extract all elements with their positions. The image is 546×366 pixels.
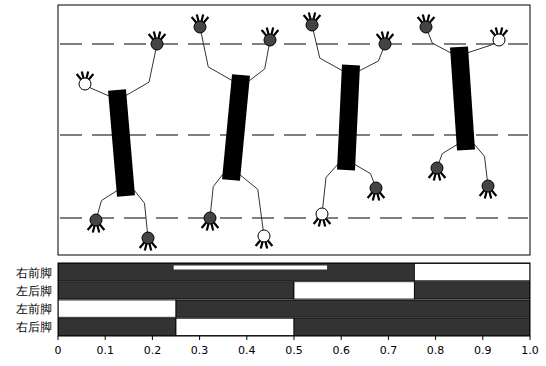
gait-segment <box>294 282 414 299</box>
leg <box>249 40 270 81</box>
foot-down <box>142 232 154 244</box>
gait-stripe <box>174 266 327 270</box>
foot-up <box>79 78 91 90</box>
x-tick <box>341 336 342 340</box>
leg <box>239 174 264 236</box>
gait-segment <box>176 300 530 317</box>
row-label: 左后脚 <box>16 284 52 298</box>
x-tick <box>199 336 200 340</box>
foot-down <box>420 21 432 33</box>
x-tick-label: 0.3 <box>191 344 209 357</box>
x-tick <box>294 336 295 340</box>
row-label: 右后脚 <box>16 320 52 334</box>
leg <box>200 27 233 81</box>
animal-figure <box>192 14 279 248</box>
leg <box>322 164 338 214</box>
x-tick <box>388 336 389 340</box>
leg <box>474 144 488 186</box>
foot-down <box>90 214 102 226</box>
row-label: 右前脚 <box>16 266 52 280</box>
x-tick-label: 0.7 <box>380 344 398 357</box>
dashed-guide <box>60 43 528 44</box>
gait-illustration <box>58 5 530 255</box>
x-tick <box>530 336 531 340</box>
x-tick <box>435 336 436 340</box>
animal-figure <box>304 12 394 226</box>
x-tick-label: 0.9 <box>474 344 492 357</box>
x-tick-label: 0.2 <box>144 344 162 357</box>
foot-down <box>306 19 318 31</box>
foot-up <box>316 208 328 220</box>
gait-segment <box>58 282 294 299</box>
row-label: 左前脚 <box>16 302 52 316</box>
dashed-guide <box>60 217 528 218</box>
x-tick-label: 0.4 <box>238 344 256 357</box>
x-tick <box>482 336 483 340</box>
foot-down <box>151 38 163 50</box>
x-tick <box>105 336 106 340</box>
body <box>108 89 135 197</box>
foot-down <box>370 182 382 194</box>
foot-up <box>493 34 505 46</box>
gait-segment <box>58 300 176 317</box>
leg <box>125 44 157 96</box>
illustration-frame <box>58 5 530 255</box>
x-tick-label: 0.8 <box>427 344 445 357</box>
gait-segment <box>414 282 530 299</box>
x-tick <box>246 336 247 340</box>
foot-down <box>194 21 206 33</box>
foot-down <box>379 38 391 50</box>
animal-figure <box>418 14 508 198</box>
foot-down <box>431 162 443 174</box>
foot-up <box>258 230 270 242</box>
gait-segment <box>58 318 176 335</box>
foot-down <box>264 34 276 46</box>
gait-segment <box>176 318 294 335</box>
x-tick <box>58 336 59 340</box>
gait-segment <box>294 318 530 335</box>
x-tick-label: 0.1 <box>96 344 114 357</box>
body <box>450 46 475 150</box>
foot-down <box>482 180 494 192</box>
gait-chart: 右前脚左后脚左前脚右后脚0 0.1 0.2 0.3 0.4 0.5 0.6 0.7 0.8 0.9… <box>16 263 539 357</box>
body <box>222 74 250 181</box>
body <box>337 65 360 171</box>
leg <box>312 25 343 71</box>
gait-segment <box>58 264 414 281</box>
x-tick <box>152 336 153 340</box>
leg <box>134 190 148 238</box>
x-tick-label: 0.6 <box>332 344 350 357</box>
gait-segment <box>414 264 530 281</box>
animal-figure <box>77 31 166 250</box>
x-tick-label: 1.0 <box>521 344 539 357</box>
x-tick-label: 0 <box>55 344 62 357</box>
foot-down <box>204 212 216 224</box>
x-tick-label: 0.5 <box>285 344 303 357</box>
plot-frame <box>58 263 530 336</box>
leg <box>210 174 223 218</box>
bars <box>58 264 530 336</box>
